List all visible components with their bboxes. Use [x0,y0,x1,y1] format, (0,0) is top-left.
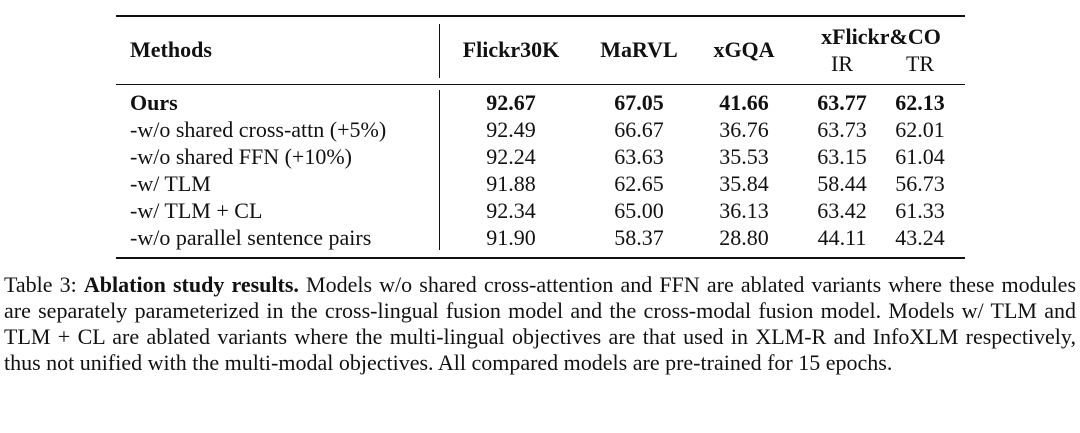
value-xgqa: 41.66 [719,90,769,115]
value-marvl: 66.67 [614,117,664,142]
value-tr: 61.04 [895,144,945,169]
header-flickr30k: Flickr30K [462,37,560,62]
value-flickr30k: 92.67 [486,90,536,115]
value-ir: 63.15 [817,144,867,169]
caption-label: Ablation study results. [83,272,299,297]
method-name: Ours [130,90,178,115]
table-row: -w/o shared FFN (+10%) 92.24 63.63 35.53… [0,144,1080,170]
table-row: -w/ TLM 91.88 62.65 35.84 58.44 56.73 [0,171,1080,197]
value-tr: 43.24 [895,225,945,250]
header-rule [116,84,965,85]
top-rule [116,15,965,17]
method-name: -w/ TLM + CL [130,198,263,223]
header-xgqa: xGQA [713,37,775,62]
value-xgqa: 36.76 [719,117,769,142]
value-ir: 63.77 [817,90,867,115]
table-row: -w/o shared cross-attn (+5%) 92.49 66.67… [0,117,1080,143]
value-xgqa: 28.80 [719,225,769,250]
subheader-tr: TR [905,51,935,76]
value-tr: 56.73 [895,171,945,196]
value-ir: 44.11 [817,225,867,250]
value-marvl: 67.05 [614,90,664,115]
value-flickr30k: 92.49 [486,117,536,142]
method-name: -w/o parallel sentence pairs [130,225,372,250]
value-ir: 58.44 [817,171,867,196]
header-divider [439,24,440,78]
value-xgqa: 36.13 [719,198,769,223]
method-name: -w/o shared FFN (+10%) [130,144,352,169]
bottom-rule [116,257,965,259]
table-row: -w/o parallel sentence pairs 91.90 58.37… [0,225,1080,251]
value-flickr30k: 92.24 [486,144,536,169]
header-xflickrco: xFlickr&CO [821,24,941,49]
table-caption: Table 3: Ablation study results. Models … [4,272,1076,376]
caption-text: Models w/o shared cross-attention and FF… [4,272,1077,375]
method-name: -w/o shared cross-attn (+5%) [130,117,387,142]
value-marvl: 62.65 [614,171,664,196]
subheader-ir: IR [831,51,853,76]
value-xgqa: 35.84 [719,171,769,196]
value-flickr30k: 91.88 [486,171,536,196]
value-marvl: 63.63 [614,144,664,169]
value-tr: 62.13 [895,90,945,115]
value-marvl: 58.37 [614,225,664,250]
method-name: -w/ TLM [130,171,211,196]
value-xgqa: 35.53 [719,144,769,169]
body-divider [439,90,440,250]
value-ir: 63.73 [817,117,867,142]
header-marvl: MaRVL [600,37,678,62]
value-tr: 62.01 [895,117,945,142]
value-flickr30k: 91.90 [486,225,536,250]
table-row: Ours 92.67 67.05 41.66 63.77 62.13 [0,90,1080,116]
table-row: -w/ TLM + CL 92.34 65.00 36.13 63.42 61.… [0,198,1080,224]
value-tr: 61.33 [895,198,945,223]
value-flickr30k: 92.34 [486,198,536,223]
value-ir: 63.42 [817,198,867,223]
caption-prefix: Table 3: [4,272,84,297]
value-marvl: 65.00 [614,198,664,223]
header-methods: Methods [130,37,212,62]
